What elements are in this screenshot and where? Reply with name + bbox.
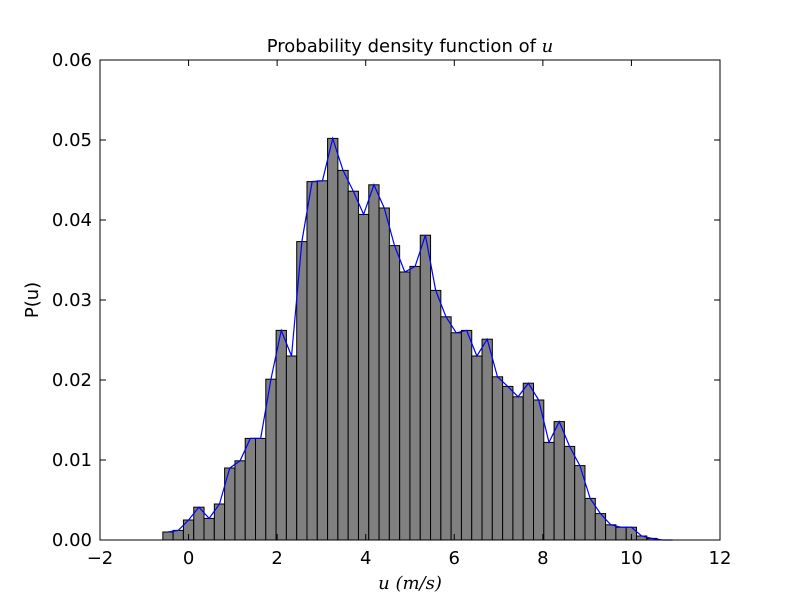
histogram-bar (203, 517, 215, 541)
histogram-bar (563, 445, 576, 541)
density-line (167, 136, 673, 541)
histogram-bar (347, 190, 359, 541)
histogram-bar (255, 437, 267, 541)
histogram-bar (533, 399, 545, 541)
histogram-bar (285, 355, 298, 541)
histogram-bar (327, 137, 339, 541)
histogram-bar (419, 234, 432, 541)
x-tick-label: 6 (449, 548, 460, 569)
x-tick-label: 0 (183, 548, 194, 569)
x-tick-label: 2 (271, 548, 282, 569)
histogram-bar (316, 180, 329, 541)
x-tick-label: 8 (537, 548, 548, 569)
histogram-bar (244, 437, 256, 541)
histogram-bar (306, 181, 318, 541)
histogram-bar (512, 396, 524, 541)
histogram-bar (481, 338, 493, 541)
histogram-bar (605, 524, 617, 541)
histogram-bar (162, 531, 174, 541)
histogram-bar (450, 332, 462, 541)
histogram-bar (543, 441, 555, 541)
chart-title: Probability density function of u (267, 36, 554, 57)
y-tick-label: 0.04 (52, 210, 92, 231)
histogram-bar (430, 289, 442, 541)
y-tick-label: 0.02 (52, 370, 92, 391)
x-axis-ticks: −2 0 2 4 6 8 10 12 (87, 60, 732, 569)
histogram-bar (502, 385, 514, 541)
x-tick-label: 4 (360, 548, 371, 569)
histogram-bar (615, 526, 627, 541)
x-tick-label: 10 (620, 548, 643, 569)
histogram-bar (553, 421, 565, 541)
histogram-bar (522, 382, 535, 541)
histogram-bar (388, 245, 401, 541)
y-axis-label: P(u) (22, 282, 43, 318)
histogram-bar (275, 329, 287, 541)
histogram-bar (460, 329, 473, 541)
histogram-bar (471, 355, 483, 541)
histogram-bar (440, 316, 452, 541)
x-tick-label: 12 (709, 548, 732, 569)
histogram-bar (172, 529, 184, 541)
histogram-bar (399, 271, 411, 541)
histogram-bar (357, 213, 370, 541)
histogram-bar (491, 376, 504, 541)
histogram-bar (378, 207, 390, 541)
x-axis-label: u (m/s) (378, 573, 442, 594)
histogram-bar (337, 169, 349, 541)
y-tick-label: 0.00 (52, 530, 92, 551)
y-tick-label: 0.06 (52, 50, 92, 71)
y-tick-label: 0.01 (52, 450, 92, 471)
y-tick-label: 0.05 (52, 130, 92, 151)
y-tick-label: 0.03 (52, 290, 92, 311)
histogram-bar (368, 184, 380, 541)
y-axis-ticks: 0.00 0.01 0.02 0.03 0.04 0.05 0.06 (52, 50, 720, 551)
histogram-bar (234, 460, 246, 541)
histogram-bar (409, 265, 421, 541)
x-tick-label: −2 (87, 548, 114, 569)
